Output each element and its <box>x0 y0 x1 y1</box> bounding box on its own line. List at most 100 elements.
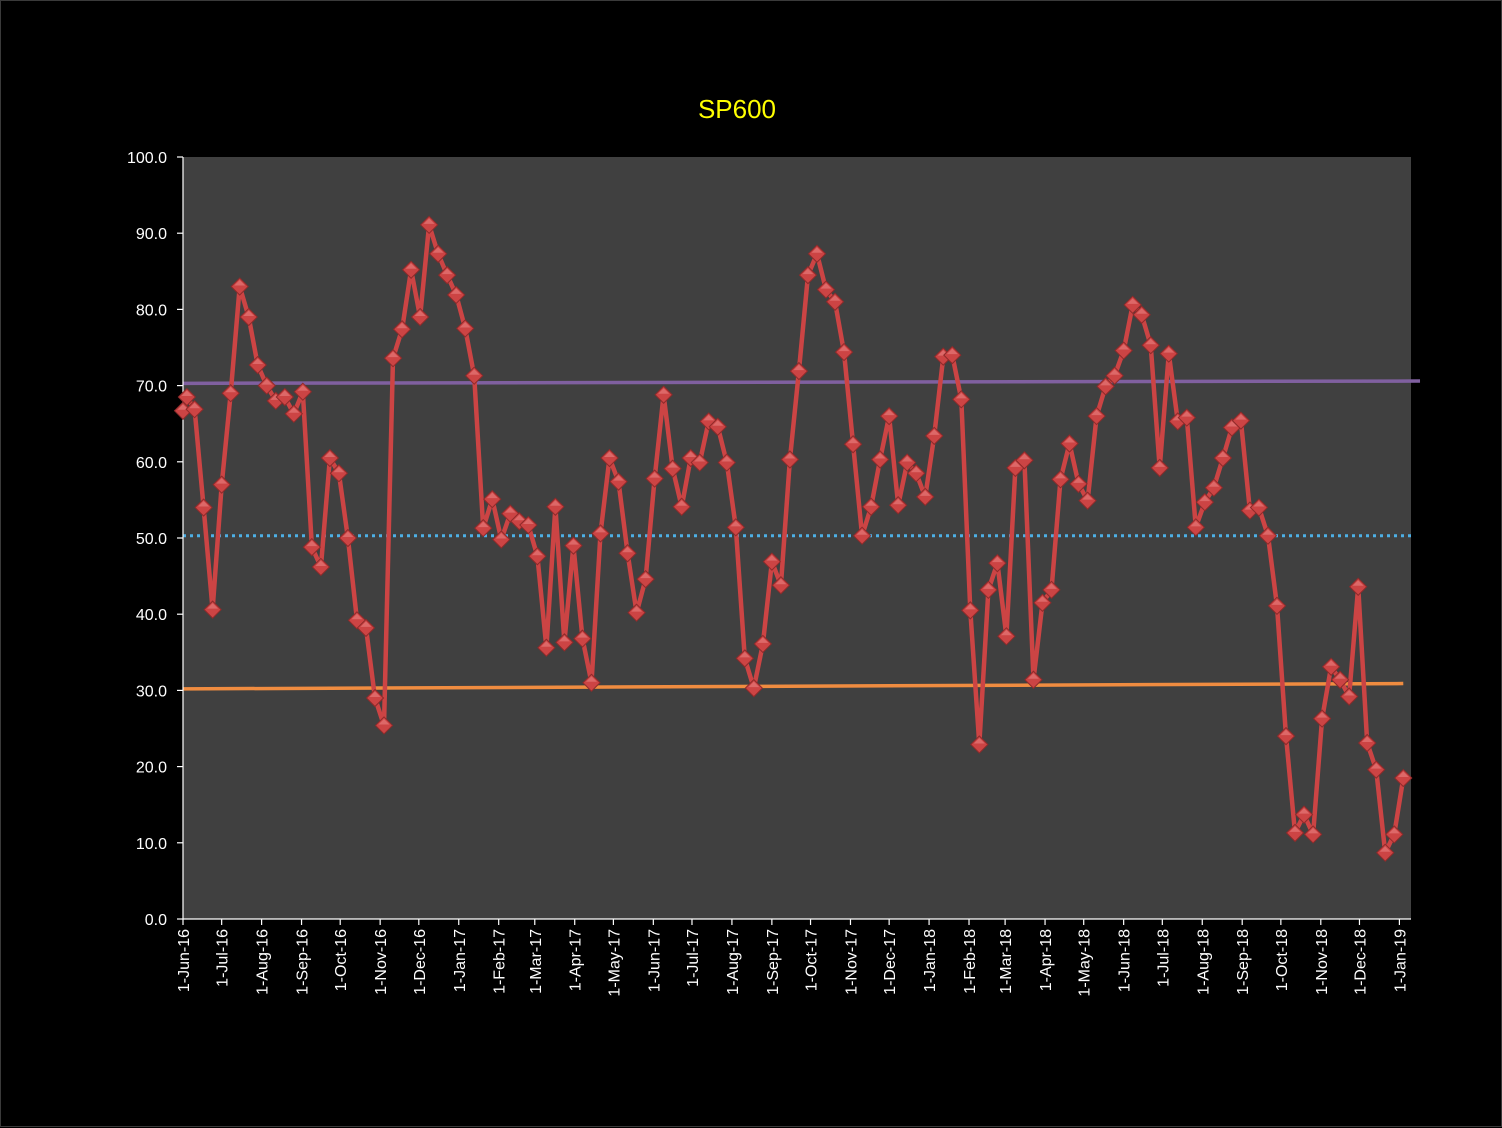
data-point-highlight <box>820 283 832 289</box>
data-point-highlight <box>423 218 435 224</box>
data-point-highlight <box>1262 529 1274 535</box>
data-point-highlight <box>856 529 868 535</box>
y-tick-label: 30.0 <box>136 683 167 700</box>
data-point-marker <box>492 530 511 549</box>
data-point-marker <box>1312 709 1332 728</box>
data-point-highlight <box>288 407 300 413</box>
data-point-highlight <box>955 392 967 399</box>
data-point-marker <box>717 453 736 472</box>
data-point-highlight <box>1064 437 1076 443</box>
data-point-highlight <box>414 310 426 317</box>
data-point-marker <box>582 673 601 692</box>
data-point-marker <box>1069 474 1088 494</box>
data-point-marker <box>943 345 962 365</box>
data-point-highlight <box>973 738 985 744</box>
y-tick-label: 100.0 <box>127 150 167 167</box>
data-point-highlight <box>1253 501 1265 507</box>
y-tick-label: 70.0 <box>136 379 167 396</box>
data-point-highlight <box>1397 771 1409 778</box>
data-point-marker <box>293 382 313 401</box>
data-point-highlight <box>1018 453 1030 460</box>
data-point-highlight <box>405 263 417 269</box>
data-point-highlight <box>928 429 940 435</box>
data-point-highlight <box>486 492 498 499</box>
data-point-marker <box>879 406 899 426</box>
data-point-marker <box>834 342 854 362</box>
data-point-highlight <box>748 681 760 688</box>
data-point-marker <box>663 459 682 478</box>
data-point-marker <box>1015 451 1034 470</box>
data-point-highlight <box>1000 629 1012 636</box>
data-point-marker <box>1132 305 1151 324</box>
data-point-highlight <box>1145 338 1157 345</box>
data-point-highlight <box>333 466 345 473</box>
data-point-highlight <box>468 369 480 375</box>
x-tick-label: 1-Jan-18 <box>922 929 939 992</box>
data-point-highlight <box>1154 461 1166 467</box>
data-point-highlight <box>865 500 877 506</box>
data-point-highlight <box>189 402 201 409</box>
data-point-highlight <box>1289 826 1301 832</box>
data-point-marker <box>861 497 881 516</box>
data-point-highlight <box>883 409 895 416</box>
data-point-highlight <box>522 518 534 525</box>
data-point-highlight <box>378 718 390 725</box>
data-point-marker <box>618 544 637 563</box>
data-point-highlight <box>1100 379 1112 386</box>
x-tick-label: 1-Dec-17 <box>882 929 899 995</box>
data-point-highlight <box>1082 494 1094 500</box>
data-point-highlight <box>306 540 318 547</box>
data-point-marker <box>311 557 331 577</box>
x-tick-label: 1-Aug-18 <box>1195 929 1212 995</box>
x-tick-label: 1-Jan-19 <box>1392 929 1409 992</box>
data-point-marker <box>1195 492 1215 512</box>
data-point-marker <box>1114 341 1133 360</box>
data-point-highlight <box>225 386 237 393</box>
data-point-highlight <box>1352 580 1364 586</box>
data-point-highlight <box>1009 461 1021 467</box>
data-point-highlight <box>360 621 372 627</box>
data-point-highlight <box>387 351 399 358</box>
data-point-highlight <box>1388 827 1400 834</box>
data-point-highlight <box>1379 846 1391 852</box>
data-point-highlight <box>1109 369 1121 375</box>
x-tick-label: 1-Nov-18 <box>1314 929 1331 995</box>
data-point-marker <box>555 633 574 652</box>
x-tick-label: 1-Sep-17 <box>765 929 782 995</box>
data-point-highlight <box>1316 712 1328 718</box>
x-tick-label: 1-Oct-16 <box>333 929 350 991</box>
data-point-highlight <box>631 606 643 612</box>
data-point-marker <box>591 524 610 543</box>
data-point-highlight <box>811 247 823 253</box>
data-point-marker <box>988 553 1007 573</box>
data-point-marker <box>428 244 448 263</box>
x-tick-label: 1-Apr-18 <box>1038 929 1055 991</box>
data-point-highlight <box>838 345 850 352</box>
data-point-marker <box>239 307 258 327</box>
data-point-marker <box>1177 408 1196 427</box>
data-point-marker <box>194 498 213 517</box>
data-point-marker <box>735 649 755 668</box>
data-point-marker <box>1348 577 1368 596</box>
data-point-highlight <box>1045 583 1057 589</box>
data-point-highlight <box>1343 689 1355 696</box>
data-point-marker <box>528 547 547 566</box>
x-axis: 1-Jun-16 1-Jul-16 1-Aug-16 1-Sep-16 1-Oct-16… <box>176 918 1411 997</box>
data-point-marker <box>897 453 917 472</box>
x-tick-label: 1-Jul-16 <box>215 929 232 987</box>
data-point-marker <box>997 627 1016 646</box>
data-point-marker <box>546 497 565 516</box>
data-point-highlight <box>1073 477 1085 483</box>
data-point-highlight <box>1280 729 1292 736</box>
data-point-highlight <box>549 500 561 506</box>
data-point-highlight <box>252 358 264 365</box>
data-point-highlight <box>181 390 193 397</box>
x-tick-label: 1-Jun-17 <box>646 929 663 992</box>
data-point-marker <box>1231 411 1251 430</box>
y-tick-label: 80.0 <box>136 302 167 319</box>
data-point-marker <box>1204 478 1224 497</box>
data-point-marker <box>401 260 421 279</box>
data-point-marker <box>1087 406 1106 426</box>
data-point-highlight <box>1163 347 1175 353</box>
